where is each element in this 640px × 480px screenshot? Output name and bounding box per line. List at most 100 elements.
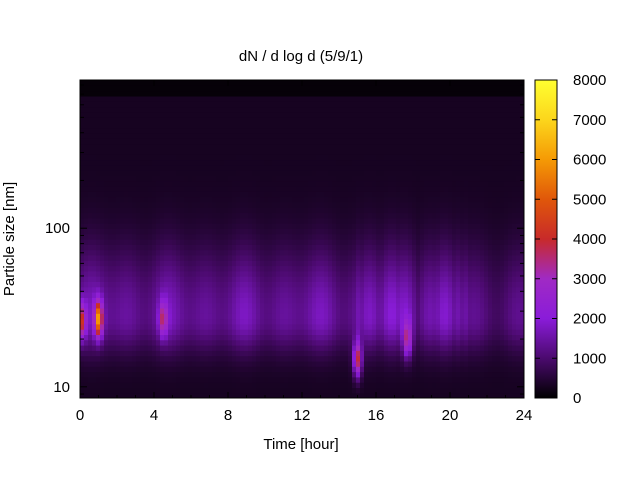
heatmap-cell [288,138,293,145]
heatmap-cell [336,85,341,92]
heatmap-cell [168,175,173,182]
heatmap-cell [276,387,281,394]
heatmap-cell [344,244,349,251]
heatmap-cell [124,329,129,335]
heatmap-cell [172,249,177,256]
heatmap-cell [200,244,205,251]
heatmap-cell [136,106,141,113]
heatmap-cell [324,90,329,97]
heatmap-cell [352,228,357,235]
heatmap-cell [152,376,157,383]
heatmap-cell [120,164,125,171]
heatmap-cell [92,297,97,304]
heatmap-cell [228,80,233,86]
heatmap-cell [136,244,141,251]
heatmap-cell [108,286,113,293]
heatmap-cell [388,233,393,240]
heatmap-cell [340,265,345,272]
heatmap-cell [268,239,273,245]
heatmap-cell [188,143,193,150]
heatmap-cell [168,148,173,155]
heatmap-cell [328,170,333,176]
heatmap-cell [392,302,397,309]
heatmap-cell [112,350,117,357]
heatmap-cell [396,122,401,129]
heatmap-cell [172,244,177,251]
heatmap-cell [192,90,197,97]
heatmap-cell [288,254,293,261]
heatmap-cell [272,170,277,176]
heatmap-cell [228,111,233,118]
heatmap-cell [248,254,253,261]
heatmap-cell [240,366,245,373]
heatmap-cell [288,154,293,161]
heatmap-cell [164,117,169,123]
heatmap-cell [272,318,277,325]
heatmap-cell [168,371,173,378]
heatmap-cell [108,244,113,251]
heatmap-cell [388,175,393,182]
heatmap-cell [332,239,337,245]
heatmap-cell [216,302,221,309]
heatmap-cell [288,307,293,314]
heatmap-cell [364,133,369,139]
heatmap-cell [336,223,341,229]
heatmap-cell [160,85,165,92]
heatmap-cell [204,196,209,203]
heatmap-cell [100,360,105,367]
heatmap-cell [336,101,341,108]
heatmap-cell [120,286,125,293]
heatmap-cell [220,366,225,373]
heatmap-cell [172,117,177,123]
heatmap-cell [396,313,401,320]
heatmap-cell [256,170,261,176]
heatmap-cell [128,191,133,198]
heatmap-cell [276,286,281,293]
heatmap-cell [100,85,105,92]
heatmap-cell [212,80,217,86]
heatmap-cell [180,170,185,176]
heatmap-cell [408,313,413,320]
heatmap-cell [260,382,265,388]
heatmap-cell [284,366,289,373]
heatmap-cell [96,323,101,330]
heatmap-cell [92,80,97,86]
heatmap-cell [200,350,205,357]
heatmap-cell [320,159,325,166]
heatmap-cell [308,191,313,198]
heatmap-cell [160,106,165,113]
heatmap-cell [364,111,369,118]
heatmap-cell [268,281,273,288]
heatmap-cell [404,323,409,330]
heatmap-cell [380,106,385,113]
heatmap-cell [156,345,161,351]
heatmap-cell [88,286,93,293]
heatmap-cell [284,138,289,145]
heatmap-cell [128,318,133,325]
heatmap-cell [256,111,261,118]
heatmap-cell [172,318,177,325]
heatmap-cell [408,334,413,341]
heatmap-cell [236,382,241,388]
heatmap-cell [352,260,357,267]
heatmap-cell [128,339,133,346]
heatmap-cell [152,85,157,92]
heatmap-cell [320,207,325,214]
heatmap-cell [80,392,85,398]
heatmap-cell [84,90,89,97]
heatmap-cell [356,360,361,367]
heatmap-cell [108,249,113,256]
heatmap-cell [352,339,357,346]
heatmap-cell [308,329,313,335]
heatmap-cell [124,217,129,224]
heatmap-cell [304,143,309,150]
heatmap-cell [136,175,141,182]
heatmap-cell [112,148,117,155]
heatmap-cell [112,170,117,176]
heatmap-cell [192,323,197,330]
heatmap-cell [300,201,305,208]
heatmap-cell [240,143,245,150]
heatmap-cell [144,376,149,383]
heatmap-cell [392,382,397,388]
heatmap-cell [328,196,333,203]
